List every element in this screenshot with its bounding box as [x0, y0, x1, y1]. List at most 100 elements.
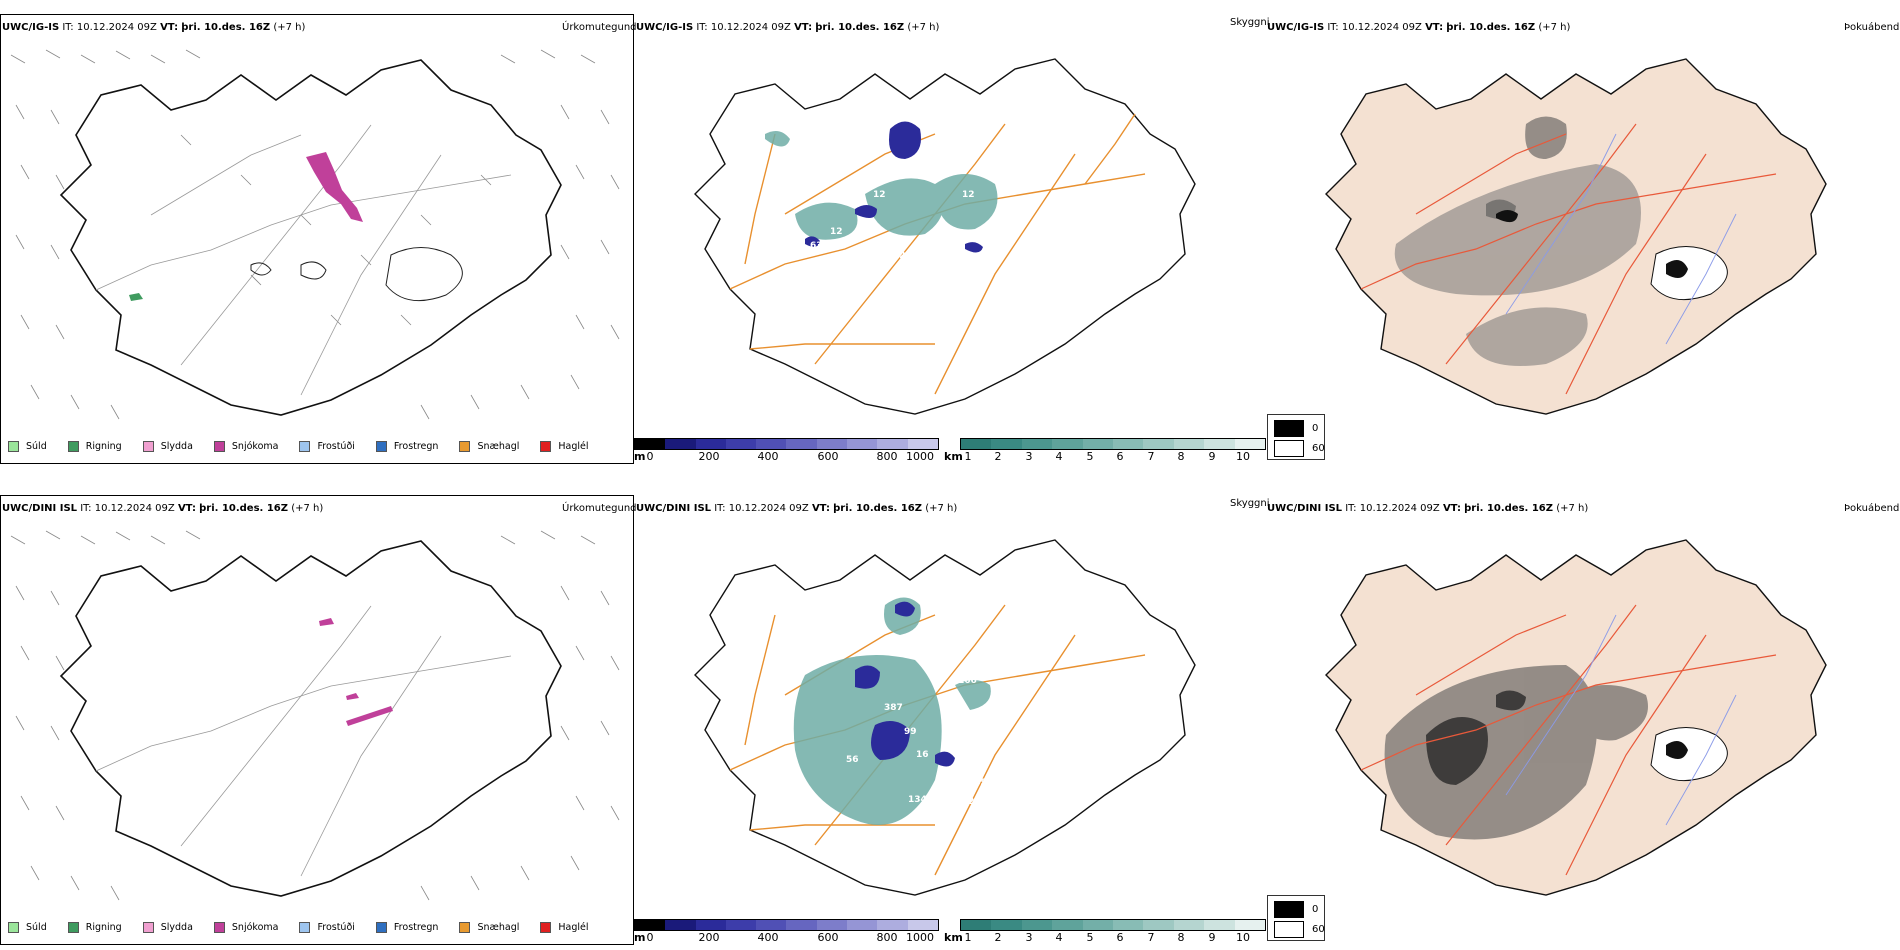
glaciers	[250, 247, 463, 302]
fog-map-row2	[1325, 539, 1827, 896]
it-value: 10.12.2024 09Z	[76, 22, 157, 33]
legend-swatch	[213, 441, 225, 452]
legend-swatch	[459, 922, 471, 933]
legend-swatch	[375, 441, 387, 452]
row1-precip-title: Úrkomutegund	[562, 22, 637, 33]
vis-unit: km	[944, 450, 963, 463]
row1-vis-colorbar	[960, 438, 1266, 450]
precip-map-row1	[10, 49, 620, 420]
legend-item-snaehagl: Snæhagl	[459, 441, 519, 452]
model-name: UWC/IG-IS	[2, 22, 60, 33]
row2-visibility-header: UWC/DINI ISL IT: 10.12.2024 09Z VT: þri.…	[636, 503, 958, 514]
row2-precip-title: Úrkomutegund	[562, 503, 637, 514]
legend-item-frostudi: Frostúði	[299, 922, 355, 933]
legend-swatch	[213, 922, 225, 933]
row1-precip-header: UWC/IG-IS IT: 10.12.2024 09Z VT: þri. 10…	[2, 22, 305, 33]
map-label: 12	[962, 157, 975, 167]
row1-precip-panel	[0, 14, 634, 464]
legend-swatch	[8, 441, 19, 452]
legend-swatch	[8, 922, 19, 933]
visibility-map-row1	[694, 58, 1196, 415]
map-label: 9	[942, 727, 949, 737]
legend-item-rigning: Rigning	[67, 922, 122, 933]
legend-swatch	[142, 441, 154, 452]
row2-precip-legend: Súld Rigning Slydda Snjókoma Frostúði Fr…	[8, 922, 610, 933]
legend-swatch	[67, 922, 79, 933]
map-label: 153	[942, 778, 961, 788]
vis-ticks: 1 2 3 4 5 6 7 8 9 10	[964, 931, 1251, 944]
map-label: 11	[893, 273, 906, 283]
legend-item-snaehagl: Snæhagl	[459, 922, 519, 933]
row1-fog-panel	[1266, 14, 1900, 434]
map-label: 27	[968, 797, 981, 807]
map-label: 190	[908, 830, 927, 840]
map-label: 20	[1047, 698, 1060, 708]
row2-fog-title: Þokuábendi	[1844, 503, 1900, 514]
row1-ceiling-colorbar	[634, 438, 939, 450]
ceiling-unit: m	[634, 450, 646, 463]
legend-item-frostudi: Frostúði	[299, 441, 355, 452]
map-label: 885	[968, 778, 987, 788]
legend-swatch	[459, 441, 471, 452]
map-label: 12	[873, 190, 886, 200]
legend-item-slydda: Slydda	[142, 922, 193, 933]
ceiling-unit: m	[634, 931, 646, 944]
map-label: 12	[940, 251, 953, 261]
wind-barbs	[10, 49, 620, 420]
map-label: 99	[904, 727, 917, 737]
roads	[95, 124, 512, 396]
iceland-outline	[59, 59, 562, 416]
legend-swatch	[540, 441, 552, 452]
map-label: 134	[908, 795, 927, 805]
row2-fog-panel	[1266, 495, 1900, 915]
legend-swatch	[540, 922, 552, 933]
legend-swatch	[142, 922, 154, 933]
vt-label: VT:	[160, 22, 179, 33]
lead-time: (+7 h)	[273, 22, 306, 33]
legend-item-snjokoma: Snjókoma	[213, 441, 278, 452]
legend-swatch	[299, 922, 311, 933]
row2-vis-colorbar	[960, 919, 1266, 931]
map-label: 12	[797, 149, 810, 159]
legend-item-sudd: Súld	[8, 922, 47, 933]
it-label: IT:	[62, 22, 74, 33]
map-label: 56	[846, 755, 859, 765]
legend-swatch	[299, 441, 311, 452]
legend-item-haglel: Haglél	[540, 922, 589, 933]
row2-fog-legend: 0 60	[1267, 895, 1325, 941]
legend-swatch	[67, 441, 79, 452]
map-label: 12	[962, 190, 975, 200]
row2-precip-header: UWC/DINI ISL IT: 10.12.2024 09Z VT: þri.…	[2, 503, 324, 514]
ceiling-ticks: 0 200 400 600 800 1000	[646, 931, 935, 944]
rain-region	[129, 293, 143, 301]
row2-precip-panel	[0, 495, 634, 945]
legend-item-frostregn: Frostregn	[375, 922, 438, 933]
legend-item-rigning: Rigning	[67, 441, 122, 452]
row2-visibility-title: Skyggni	[1230, 498, 1270, 509]
ceiling-ticks: 0 200 400 600 800 1000	[646, 450, 935, 463]
legend-item-snjokoma: Snjókoma	[213, 922, 278, 933]
snow-region	[306, 152, 363, 222]
row2-fog-header: UWC/DINI ISL IT: 10.12.2024 09Z VT: þri.…	[1267, 503, 1589, 514]
visibility-map-row2	[694, 539, 1196, 896]
legend-item-frostregn: Frostregn	[375, 441, 438, 452]
row1-visibility-panel	[635, 14, 1265, 434]
map-label: 38	[1008, 285, 1021, 295]
map-label: 17	[1047, 217, 1060, 227]
map-label: 12	[830, 227, 843, 237]
map-label: 387	[884, 703, 903, 713]
row1-fog-header: UWC/IG-IS IT: 10.12.2024 09Z VT: þri. 10…	[1267, 22, 1571, 33]
vt-value: þri. 10.des. 16Z	[181, 22, 271, 33]
vis-unit: km	[944, 931, 963, 944]
map-label: 12	[893, 251, 906, 261]
row1-visibility-header: UWC/IG-IS IT: 10.12.2024 09Z VT: þri. 10…	[636, 22, 940, 33]
map-label: 166	[958, 676, 977, 686]
map-label: 12	[873, 237, 886, 247]
map-label: 63	[810, 241, 823, 251]
legend-item-haglel: Haglél	[540, 441, 589, 452]
row1-fog-legend: 0 60	[1267, 414, 1325, 460]
legend-item-sudd: Súld	[8, 441, 47, 452]
legend-swatch	[375, 922, 387, 933]
precip-map-row2	[10, 530, 620, 901]
row1-precip-legend: Súld Rigning Slydda Snjókoma Frostúði Fr…	[8, 441, 610, 452]
